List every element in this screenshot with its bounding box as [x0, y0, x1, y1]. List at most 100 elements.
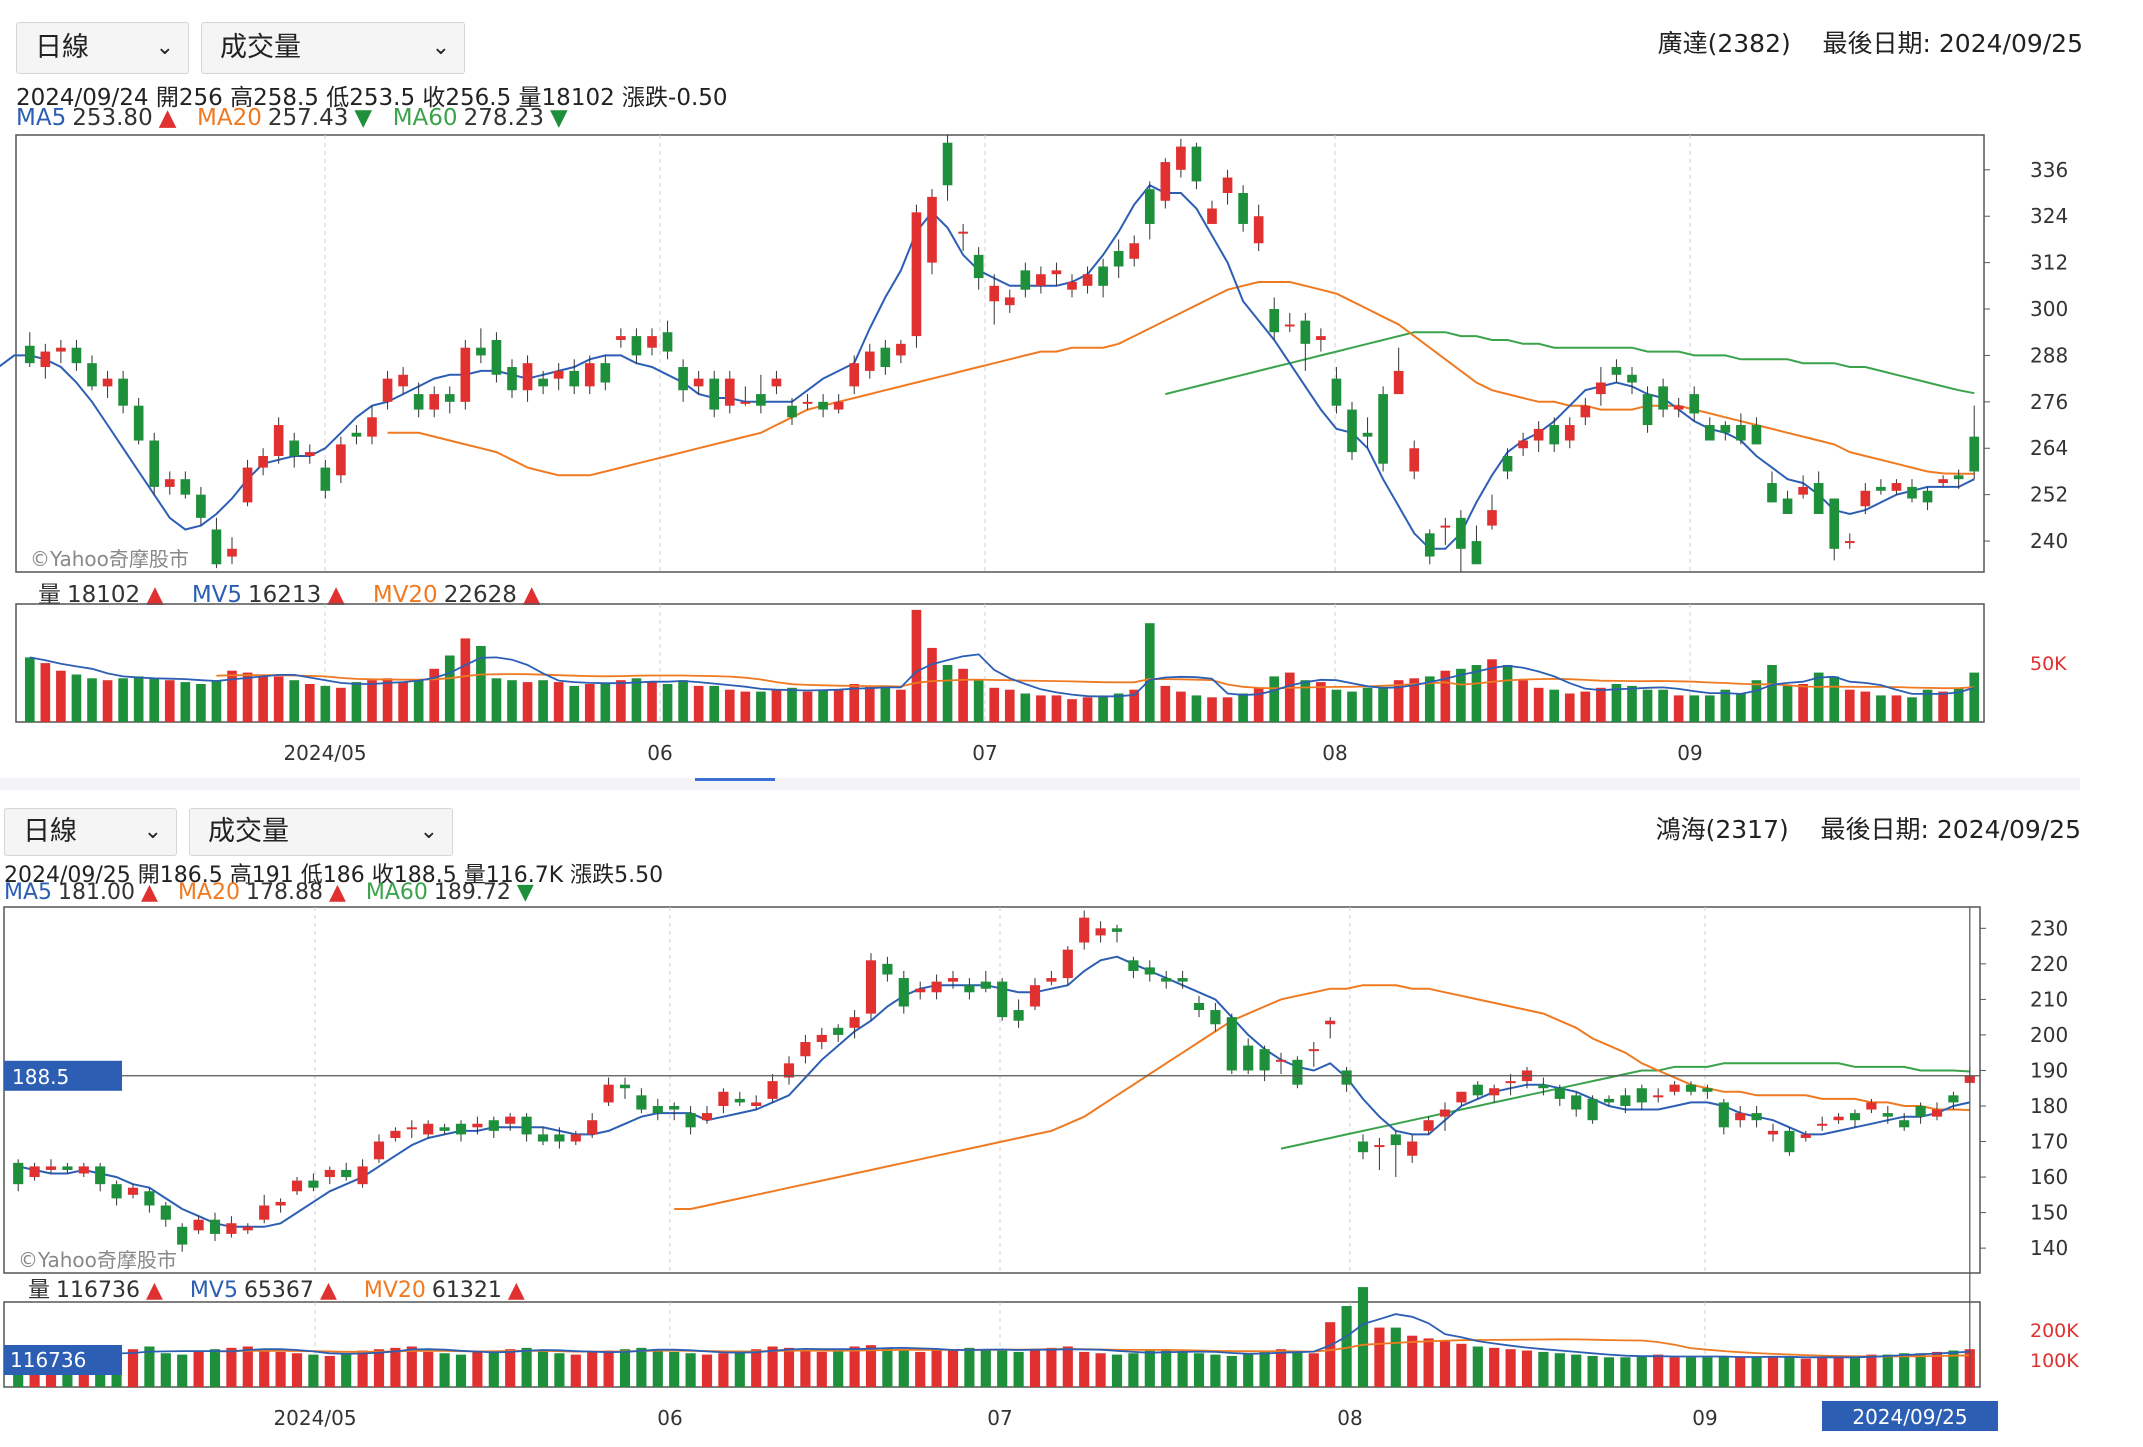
- candle-body: [1111, 928, 1123, 932]
- volume-bar: [78, 1354, 89, 1387]
- volume-bar: [1882, 1354, 1893, 1387]
- volume-bar: [1004, 689, 1015, 722]
- candle-body: [1860, 490, 1871, 507]
- volume-bar: [460, 638, 471, 722]
- volume-bar: [1243, 1353, 1254, 1387]
- volume-bar: [662, 684, 673, 722]
- candle-body: [71, 347, 82, 364]
- candle-body: [896, 343, 906, 356]
- candle-body: [193, 1219, 204, 1231]
- x-tick-label: 2024/05: [283, 741, 366, 765]
- candle-body: [818, 401, 828, 410]
- candle-body: [1308, 1049, 1319, 1052]
- volume-bar: [144, 1346, 155, 1387]
- candle-body: [1844, 541, 1855, 544]
- volume-bar: [636, 1347, 647, 1387]
- volume-bar: [367, 680, 377, 722]
- volume-bar: [1067, 699, 1077, 722]
- volume-bar: [1471, 665, 1482, 722]
- mv20-value: 22628: [443, 582, 517, 608]
- volume-bar: [1407, 1335, 1418, 1387]
- date-tag-label: 2024/09/25: [1852, 1405, 1967, 1429]
- period-select-1[interactable]: 日線 ⌄: [16, 22, 189, 74]
- watermark: ©Yahoo奇摩股市: [18, 1248, 177, 1272]
- volume-bar: [1013, 1351, 1024, 1387]
- up-arrow-icon: ▲: [141, 880, 158, 905]
- candle-body: [1207, 208, 1217, 224]
- volume-bar: [751, 1349, 762, 1387]
- period-select-value: 日線: [23, 816, 77, 847]
- volume-bar: [341, 1353, 352, 1387]
- candle-body: [40, 351, 51, 368]
- candle-body: [1718, 1102, 1729, 1128]
- volume-bar: [1308, 1353, 1319, 1387]
- candle-body: [1128, 960, 1139, 971]
- volume-bar: [149, 678, 160, 722]
- volume-bar: [1362, 687, 1373, 722]
- candle-body: [724, 378, 735, 406]
- candle-body: [1611, 367, 1622, 375]
- candle-body: [390, 1130, 401, 1138]
- candle-body: [87, 363, 97, 387]
- candle-body: [160, 1205, 171, 1220]
- volume-bar: [71, 674, 82, 722]
- candle-body: [751, 1102, 762, 1106]
- candle-body: [367, 417, 377, 437]
- volume-bar: [1374, 1327, 1385, 1387]
- x-tick-label: 2024/05: [273, 1406, 356, 1430]
- up-arrow-icon: ▲: [146, 582, 164, 608]
- indicator-select-value: 成交量: [220, 32, 301, 63]
- candle-body: [1051, 270, 1062, 275]
- volume-bar: [1046, 1347, 1057, 1387]
- candle-body: [320, 467, 331, 491]
- volume-bar: [1817, 1357, 1828, 1387]
- volume-bar: [1226, 1355, 1237, 1387]
- volume-bar: [1931, 1351, 1943, 1387]
- volume-bar: [1439, 1341, 1451, 1387]
- y-tick-label: 190: [2030, 1058, 2068, 1082]
- candle-body: [1292, 1059, 1303, 1085]
- volume-bar: [701, 1354, 713, 1387]
- candle-body: [718, 1091, 729, 1106]
- volume-bar: [631, 678, 642, 722]
- volume-bar: [1603, 1357, 1615, 1387]
- volume-bar: [600, 684, 611, 722]
- mv20-value: 61321: [431, 1278, 502, 1303]
- candle-body: [1409, 448, 1420, 472]
- volume-bar: [160, 1353, 171, 1387]
- volume-bar: [258, 674, 268, 722]
- candle-body: [1456, 1091, 1467, 1103]
- volume-bar: [964, 1347, 975, 1387]
- chart-panel-2: 日線 ⌄ 成交量 ⌄ 鴻海(2317) 最後日期: 2024/09/25 202…: [0, 790, 2143, 1447]
- candle-body: [1160, 162, 1171, 201]
- price-tag-label: 188.5: [12, 1065, 69, 1089]
- indicator-select-1[interactable]: 成交量 ⌄: [201, 22, 465, 74]
- volume-bar: [989, 687, 1000, 722]
- candle-body: [1259, 1049, 1270, 1071]
- volume-bar: [1866, 1354, 1877, 1387]
- ma5-line: [0, 184, 1975, 550]
- indicator-select-2[interactable]: 成交量 ⌄: [189, 808, 453, 856]
- volume-bar: [1669, 1357, 1680, 1387]
- volume-bar: [505, 1349, 516, 1387]
- candle-body: [1938, 479, 1948, 484]
- candle-body: [927, 196, 937, 263]
- volume-bar: [1390, 1327, 1401, 1387]
- candle-body: [472, 1123, 483, 1128]
- candle-body: [740, 401, 751, 404]
- scroll-indicator[interactable]: [695, 778, 775, 781]
- candle-body: [24, 345, 35, 364]
- mv20-line: [214, 1338, 1970, 1358]
- volume-bar: [1521, 1350, 1533, 1387]
- candle-body: [413, 394, 424, 410]
- up-arrow-icon: ▲: [328, 880, 346, 905]
- volume-bar: [1424, 676, 1435, 722]
- period-select-2[interactable]: 日線 ⌄: [4, 808, 177, 856]
- volume-bar: [927, 647, 937, 722]
- candle-body: [1767, 1130, 1779, 1135]
- candle-body: [771, 378, 782, 387]
- up-arrow-icon: ▲: [327, 582, 345, 608]
- volume-bar: [1098, 695, 1108, 722]
- volume-bar: [1222, 697, 1233, 722]
- volume-bar: [1423, 1338, 1434, 1387]
